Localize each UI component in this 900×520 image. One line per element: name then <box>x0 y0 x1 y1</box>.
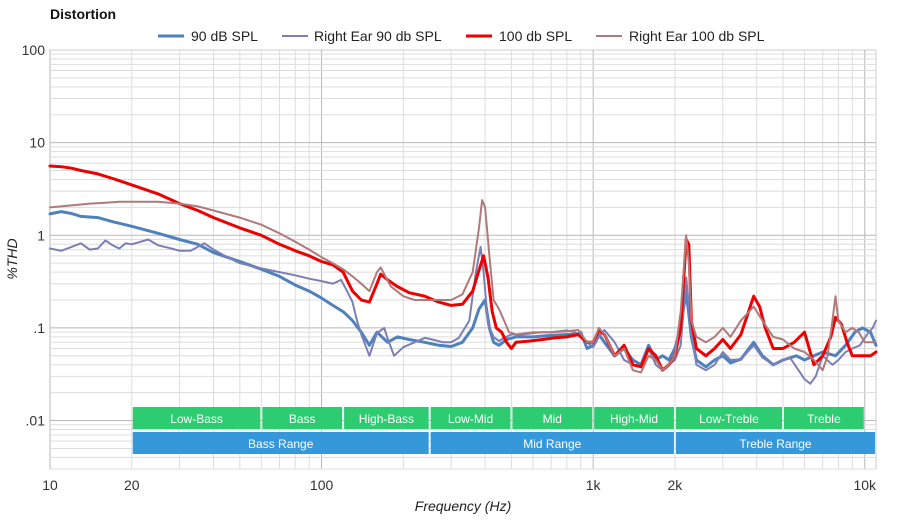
range-band: Treble Range <box>675 432 875 454</box>
legend-label: 90 dB SPL <box>191 28 258 44</box>
frequency-range-bands: Low-Bass Bass High-Bass Low-Mid Mid High-Mid L… <box>132 407 875 454</box>
range-band-label: Mid <box>543 412 562 426</box>
legend-item: 100 db SPL <box>466 28 572 44</box>
legend-label: Right Ear 100 db SPL <box>629 28 765 44</box>
x-tick-label: 1k <box>586 477 602 493</box>
range-band: Bass Range <box>132 432 429 454</box>
x-tick-label: 10k <box>853 477 877 493</box>
y-axis-label: %THD <box>4 238 20 279</box>
legend-item: Right Ear 100 db SPL <box>596 28 765 44</box>
range-band-label: Low-Mid <box>448 412 493 426</box>
range-band-box <box>512 407 593 429</box>
range-band-label: Bass <box>289 412 316 426</box>
range-band: Low-Treble <box>675 407 783 429</box>
range-band: Mid Range <box>430 432 674 454</box>
range-band-label: Treble <box>807 412 841 426</box>
range-band-label: Treble Range <box>739 437 812 451</box>
y-tick-label: 10 <box>29 135 45 151</box>
range-band-label: Low-Treble <box>699 412 759 426</box>
plot-area <box>49 49 877 470</box>
x-tick-label: 20 <box>124 477 140 493</box>
x-tick-label: 2k <box>668 477 684 493</box>
range-band-box <box>594 407 674 429</box>
range-band-box <box>132 432 429 454</box>
range-band-label: Low-Bass <box>170 412 223 426</box>
series-line-2 <box>48 164 878 372</box>
y-tick-label: 1 <box>37 227 45 243</box>
range-band-box <box>430 432 674 454</box>
range-band-label: High-Bass <box>359 412 414 426</box>
range-band: High-Bass <box>344 407 429 429</box>
range-band-box <box>675 407 783 429</box>
legend-item: Right Ear 90 db SPL <box>282 28 442 44</box>
y-tick-label: .1 <box>33 320 45 336</box>
range-band-label: High-Mid <box>610 412 658 426</box>
range-band: Treble <box>784 407 864 429</box>
range-band-box <box>430 407 511 429</box>
y-axis-ticks: 100 10 1 .1 .01 <box>22 42 46 429</box>
y-tick-label: .01 <box>26 413 46 429</box>
series-lines <box>48 164 878 385</box>
legend-label: Right Ear 90 db SPL <box>314 28 442 44</box>
series-line-3 <box>49 199 877 374</box>
range-band-label: Bass Range <box>248 437 314 451</box>
x-axis-ticks: 10 20 100 1k 2k 10k <box>42 477 877 493</box>
range-band-box <box>132 407 261 429</box>
range-band-label: Mid Range <box>523 437 581 451</box>
range-band-box <box>344 407 429 429</box>
legend-label: 100 db SPL <box>499 28 572 44</box>
series-line-1 <box>49 238 877 385</box>
legend: 90 dB SPL Right Ear 90 db SPL 100 db SPL Ri… <box>158 28 765 44</box>
x-tick-label: 100 <box>310 477 334 493</box>
range-band: High-Mid <box>594 407 674 429</box>
chart-title: Distortion <box>50 6 116 22</box>
series-line-0 <box>48 210 878 369</box>
range-band: Mid <box>512 407 593 429</box>
grid <box>49 49 877 470</box>
range-band: Bass <box>262 407 343 429</box>
range-band-box <box>675 432 875 454</box>
x-tick-label: 10 <box>42 477 58 493</box>
legend-item: 90 dB SPL <box>158 28 258 44</box>
y-tick-label: 100 <box>22 42 46 58</box>
x-axis-label: Frequency (Hz) <box>415 498 511 514</box>
range-band: Low-Mid <box>430 407 511 429</box>
range-band-box <box>262 407 343 429</box>
range-band-box <box>784 407 864 429</box>
range-band: Low-Bass <box>132 407 261 429</box>
